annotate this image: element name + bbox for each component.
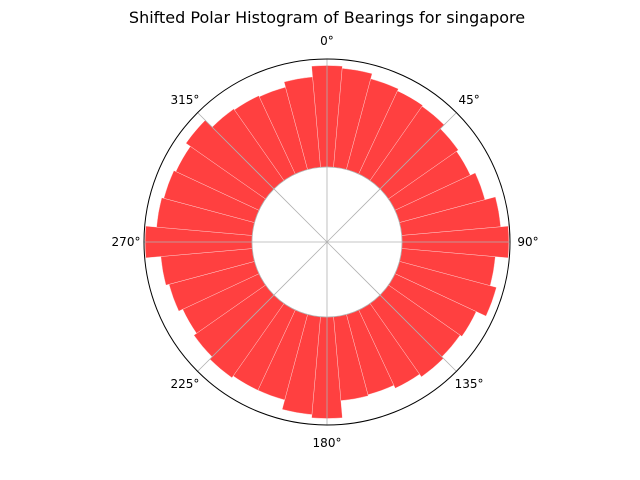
- angular-tick-label: 315°: [170, 93, 199, 107]
- radial-gridline: [251, 166, 403, 318]
- angular-gridline: [197, 241, 328, 372]
- angular-tick-label: 90°: [517, 235, 538, 249]
- polar-frame: [143, 58, 511, 426]
- angular-tick-labels: 0° 45° 90° 135° 180° 225° 270° 315°: [112, 34, 539, 450]
- angular-tick-label: 225°: [170, 377, 199, 391]
- angular-gridline: [197, 112, 328, 243]
- angular-tick-label: 45°: [458, 93, 479, 107]
- angular-gridline: [326, 241, 457, 372]
- angular-tick-label: 135°: [455, 377, 484, 391]
- angular-tick-label: 180°: [313, 436, 342, 450]
- chart-title: Shifted Polar Histogram of Bearings for …: [129, 8, 525, 27]
- angular-tick-label: 0°: [320, 34, 334, 48]
- angular-gridline: [326, 112, 457, 243]
- angular-tick-label: 270°: [112, 235, 141, 249]
- angular-gridlines: [144, 59, 510, 425]
